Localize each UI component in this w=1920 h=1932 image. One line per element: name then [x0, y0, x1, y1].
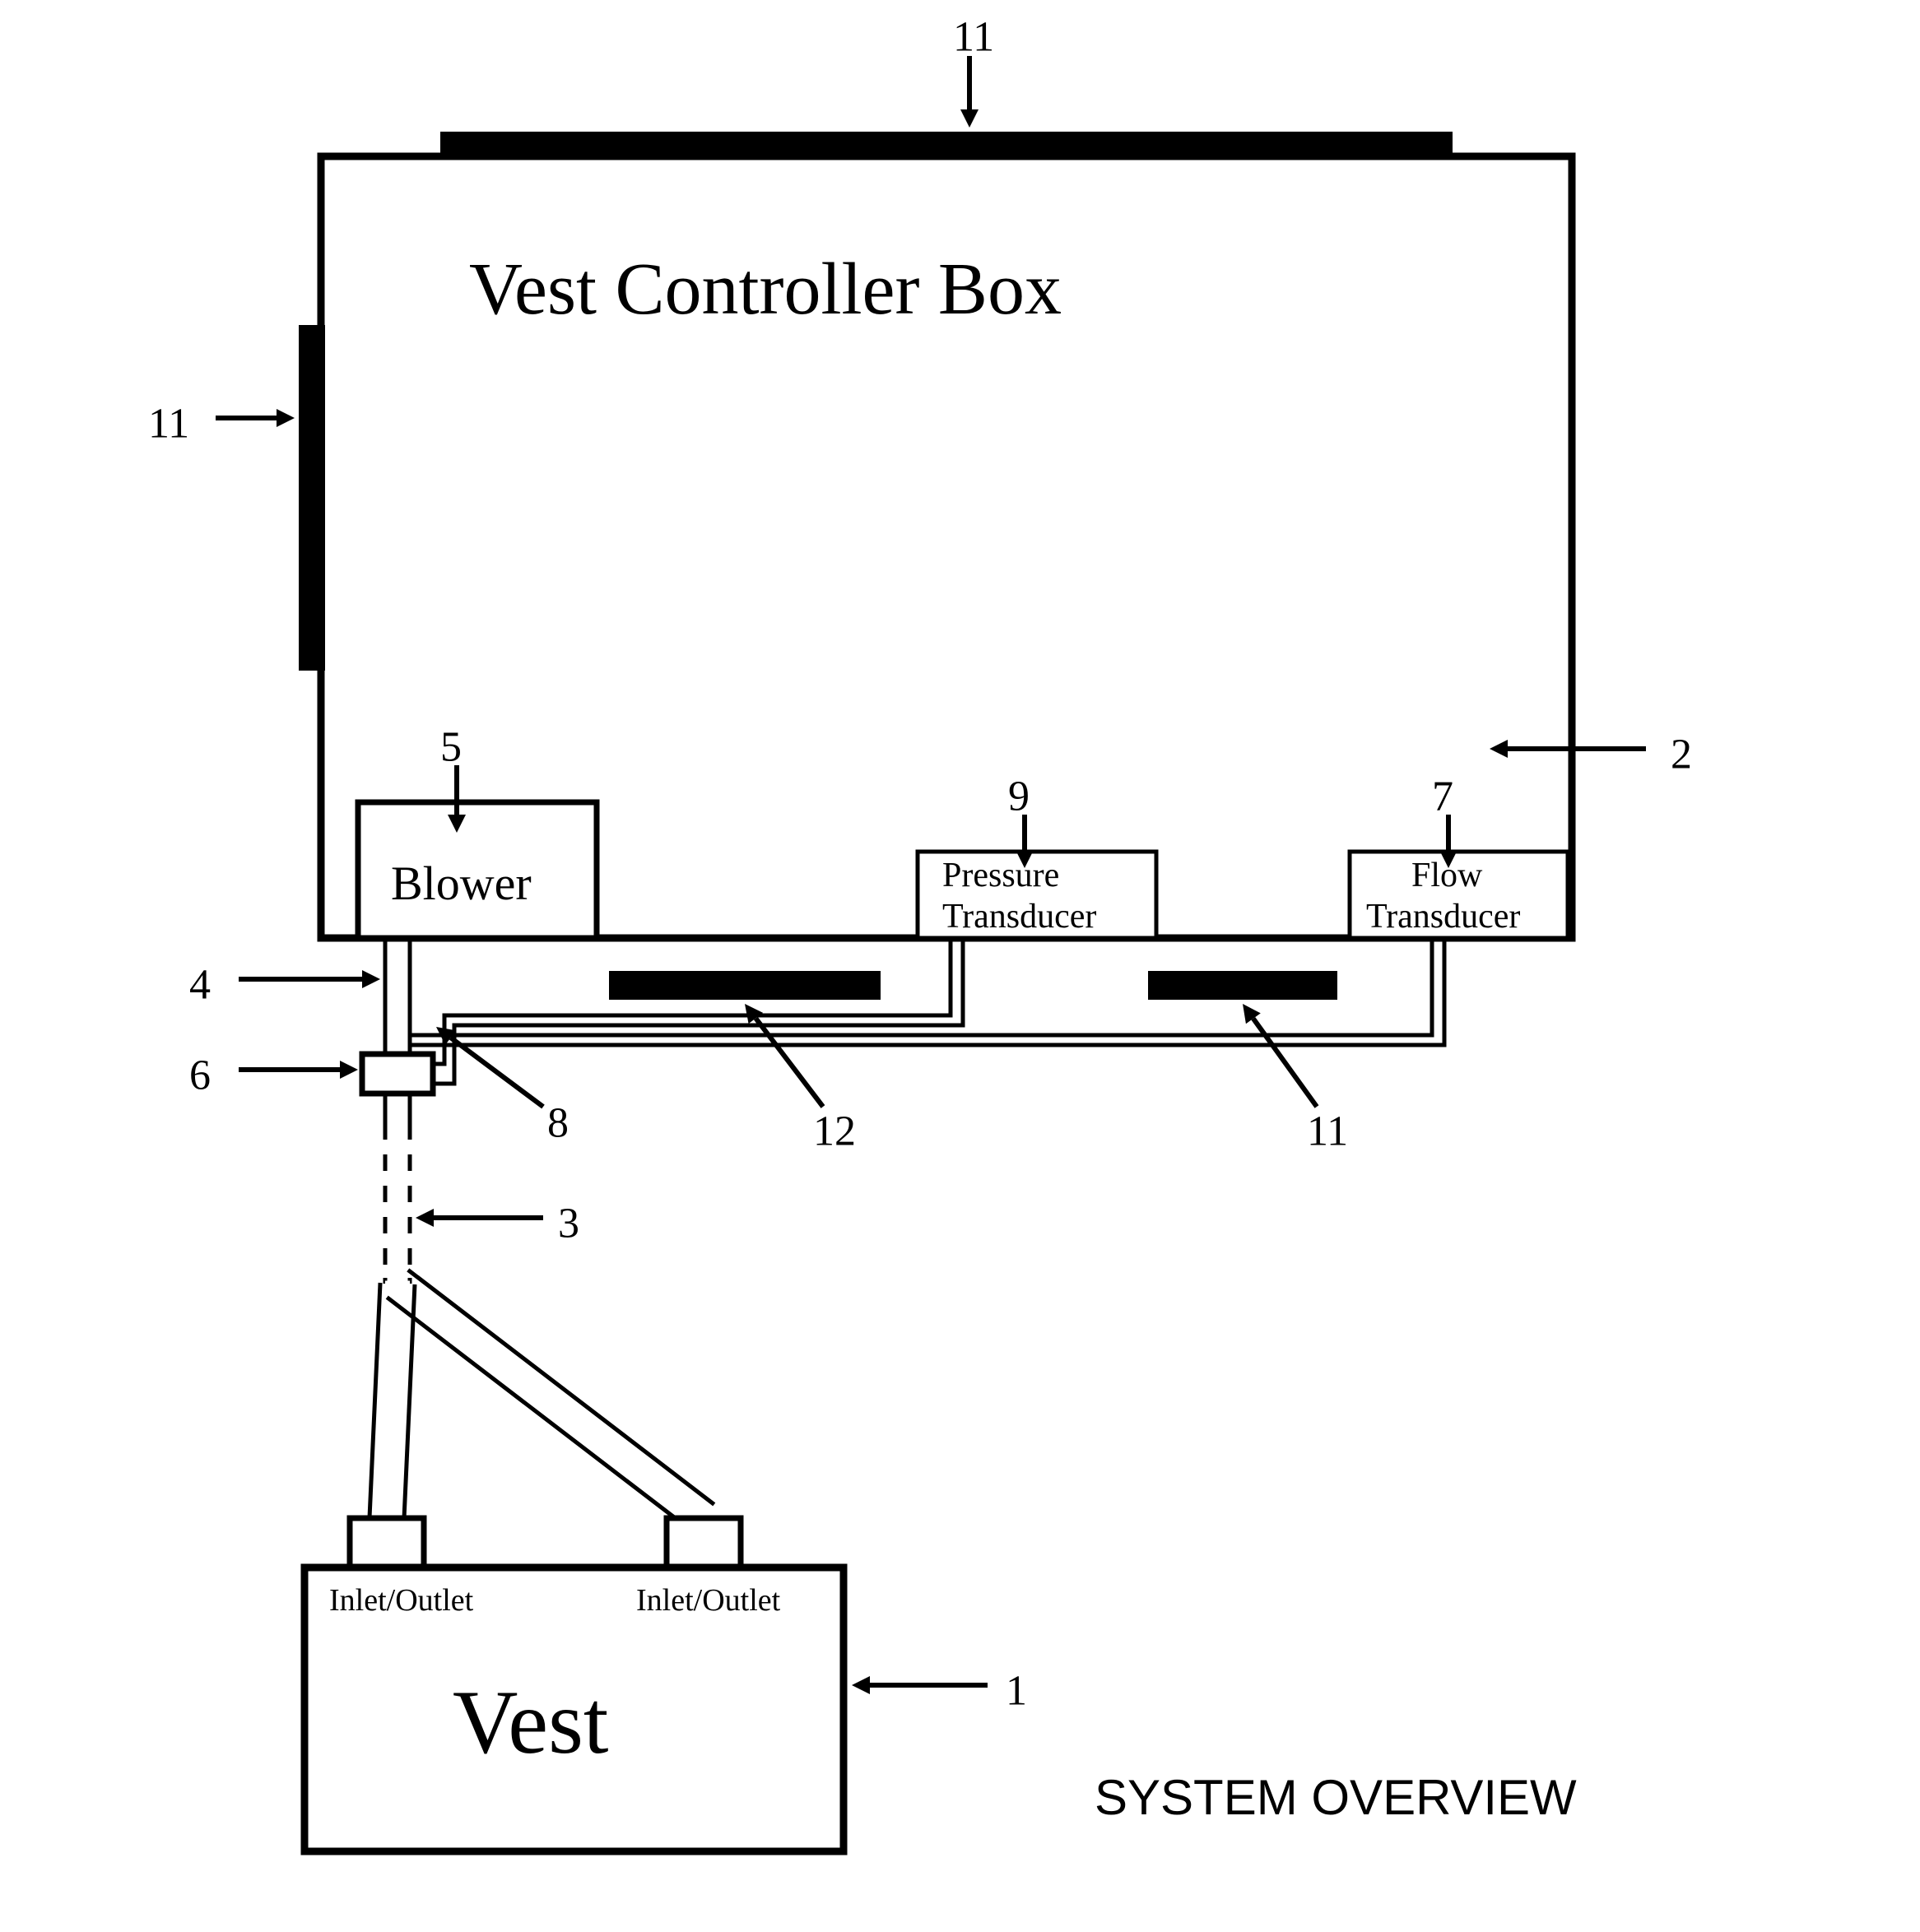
- top-bar: [440, 132, 1453, 158]
- blower-label: Blower: [391, 856, 532, 911]
- mid-bar-11: [1148, 971, 1337, 1000]
- vest-label: Vest: [453, 1670, 608, 1775]
- ref-label-11: 11: [953, 14, 994, 61]
- flow-label-line1: Flow: [1411, 856, 1482, 895]
- flow-label-line2: Transducer: [1366, 897, 1520, 936]
- ref-label-1: 1: [1006, 1668, 1027, 1715]
- inlet-outlet-right: Inlet/Outlet: [636, 1582, 780, 1619]
- ref-label-12: 12: [813, 1108, 856, 1155]
- diagram-stage: 11 11 2 5 9 7 4 6 8 12 11 3 1 Vest Controller Box Bl…: [0, 0, 1920, 1932]
- ref-label-6: 6: [189, 1052, 211, 1099]
- ref-label-2: 2: [1671, 731, 1692, 778]
- left-port-box: [350, 1518, 424, 1567]
- ref-label-11: 11: [148, 401, 189, 448]
- valve-box: [362, 1054, 433, 1094]
- ref-label-3: 3: [558, 1201, 579, 1247]
- pressure-label-line1: Pressure: [942, 856, 1059, 895]
- mid-bar-12: [609, 971, 881, 1000]
- left-bar: [299, 325, 325, 671]
- pressure-label-line2: Transducer: [942, 897, 1096, 936]
- footer-title: SYSTEM OVERVIEW: [1095, 1769, 1577, 1826]
- ref-label-4: 4: [189, 962, 211, 1009]
- ref-label-8: 8: [547, 1100, 569, 1147]
- ref-label-9: 9: [1008, 773, 1030, 820]
- ref-label-11: 11: [1307, 1108, 1348, 1155]
- ref-label-7: 7: [1432, 773, 1453, 820]
- controller-box-title: Vest Controller Box: [469, 247, 1062, 332]
- inlet-outlet-left: Inlet/Outlet: [329, 1582, 473, 1619]
- right-port-box: [667, 1518, 741, 1567]
- ref-label-5: 5: [440, 724, 462, 771]
